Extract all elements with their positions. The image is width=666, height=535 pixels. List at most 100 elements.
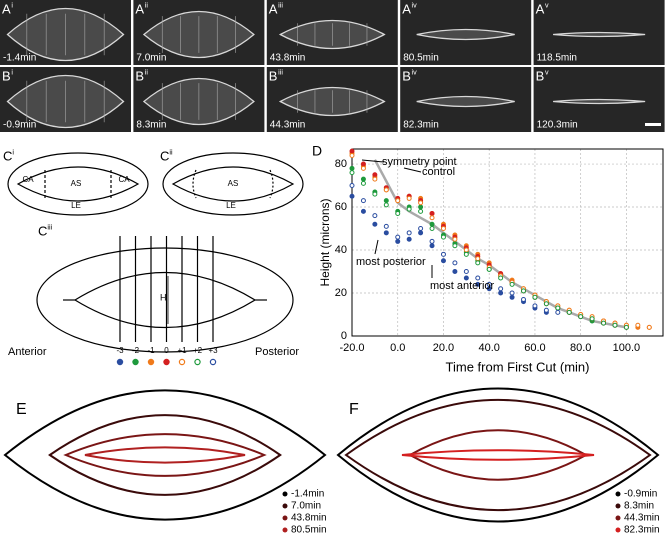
panel-letter: A [269,1,278,16]
data-point [509,290,515,296]
data-point [395,234,401,240]
time-label: 43.8min [270,53,306,64]
panel-letter: B [269,68,278,83]
legend-marker [282,491,288,497]
data-point [463,247,469,253]
data-point [532,294,538,300]
time-label: 120.3min [537,120,578,131]
legend-label: -1.4min [291,489,324,500]
data-point [475,275,481,281]
legend-label: 0 [164,346,169,355]
panel-superscript: iii [278,1,283,9]
data-point [406,206,412,212]
panel-letter: C [3,148,12,163]
legend-marker [282,515,288,521]
data-point [429,221,435,227]
legend-marker [282,503,288,509]
data-point [418,226,424,232]
time-label: -1.4min [3,53,36,64]
legend-marker [163,358,170,366]
data-point [475,281,481,287]
data-point [521,288,527,294]
y-tick-label: 0 [341,330,347,342]
data-point [360,161,366,167]
tissue-outline [416,95,515,108]
data-point [463,251,469,257]
data-point [521,296,527,302]
data-point [532,303,538,309]
legend-marker [194,358,201,366]
legend-label: 44.3min [624,513,660,524]
data-point [372,213,378,219]
data-point [463,269,469,275]
outline [7,152,149,216]
x-tick-label: 0.0 [390,342,405,354]
legend-marker [615,503,621,509]
data-point [429,226,435,232]
x-tick-label: 60.0 [524,342,545,354]
outline [36,247,294,353]
data-point [452,243,458,249]
time-label: 44.3min [270,120,306,131]
panel-letter: D [312,143,322,159]
region-label: AS [71,179,82,188]
data-point [372,221,378,227]
legend-label: +2 [193,346,203,355]
legend-label: 8.3min [624,501,654,512]
y-tick-label: 80 [335,158,347,170]
panel-letter: A [2,1,11,16]
posterior-label: Posterior [255,346,299,358]
height-label: H [160,292,167,302]
annotation-arrow [361,159,385,163]
legend-label: -2 [132,346,140,355]
data-point [509,294,515,300]
data-point [566,309,572,315]
legend-marker [147,358,155,366]
height-chart: D 0 20 40 60 80 -20.0 0.0 20.0 40.0 60.0 80.0 100.0 T… [312,143,664,374]
y-tick-label: 60 [335,201,347,213]
region-label: LE [71,201,81,210]
data-point [635,322,641,328]
data-point [360,208,366,214]
data-point [601,320,607,326]
data-point [372,172,378,178]
contour [84,446,246,464]
data-point [440,226,446,232]
data-point [395,210,401,216]
data-point [349,165,355,171]
data-point [578,314,584,320]
data-point [360,176,366,182]
tissue-outline [553,31,646,38]
outline [16,166,140,202]
data-point [395,198,401,204]
data-point [475,260,481,266]
data-point [349,152,355,158]
legend-label: 7.0min [291,501,321,512]
legend-label: 82.3min [624,525,660,535]
data-point [349,183,355,189]
panel-superscript: i [12,148,14,156]
x-tick-label: 80.0 [570,342,591,354]
data-point [452,269,458,275]
panel-superscript: ii [145,68,149,76]
time-label: 8.3min [136,120,166,131]
data-point [612,322,618,328]
panel-superscript: ii [169,148,173,156]
contour [3,389,327,521]
panel-letter: B [402,68,411,83]
scale-bar [645,123,661,126]
legend-label: -3 [116,346,124,355]
panel-letter: A [536,1,545,16]
data-point [372,176,378,182]
data-point [543,301,549,307]
data-point [418,230,424,236]
y-tick-label: 20 [335,287,347,299]
y-axis-title: Height (microns) [318,198,332,286]
panel-letter: A [402,1,411,16]
data-point [349,148,355,154]
data-point [418,200,424,206]
panel-letter: E [16,401,27,418]
panel-superscript: i [11,1,13,9]
data-point [555,309,561,315]
